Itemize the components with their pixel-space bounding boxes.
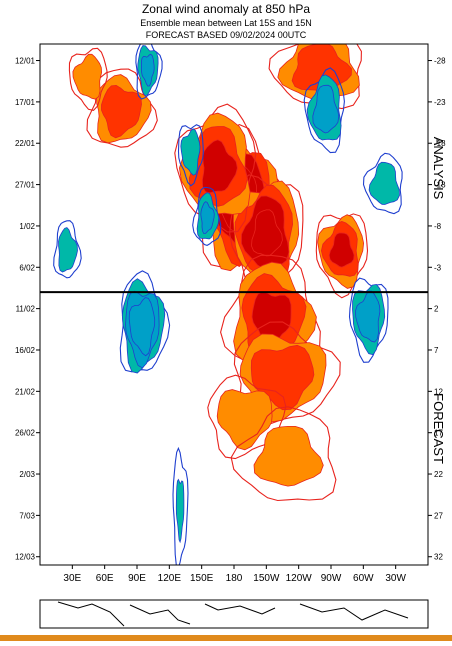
easterly-anomaly-contour [200,201,215,234]
x-tick-label: 60W [353,573,374,584]
chart-subtitle: Ensemble mean between Lat 15S and 15N [140,18,312,28]
easterly-anomaly-contour [192,186,222,246]
easterly-anomaly-contour [368,161,400,205]
westerly-anomaly-contour [253,426,324,487]
y-tick-label-right: 2 [434,305,439,314]
y-tick-label-left: 11/02 [16,305,36,314]
y-tick-label-right: -3 [434,263,442,272]
x-tick-label: 180 [226,573,243,584]
westerly-anomaly-contour [230,406,337,502]
chart-subtitle-2: FORECAST BASED 09/02/2024 00UTC [146,30,307,40]
easterly-anomaly-contour [312,84,340,134]
y-tick-label-left: 6/02 [19,263,35,272]
coastline-path [204,603,276,615]
chart-title: Zonal wind anomaly at 850 hPa [142,2,310,16]
westerly-anomaly-contour [207,374,287,460]
x-tick-label: 90E [128,573,146,584]
x-tick-label: 150E [190,573,214,584]
westerly-anomaly-contour [328,232,355,268]
forecast-side-label: FORECAST [431,393,446,464]
easterly-anomaly-contour [58,227,78,273]
easterly-anomaly-contour [135,44,163,100]
x-tick-label: 150W [253,573,280,584]
y-tick-label-left: 12/01 [15,57,36,66]
y-tick-label-left: 1/02 [19,222,35,231]
x-tick-label: 60E [96,573,114,584]
anomaly-field [53,44,403,565]
easterly-anomaly-contour [175,478,185,544]
y-tick-label-right: -28 [434,57,446,66]
y-tick-label-right: 12 [434,387,443,396]
easterly-anomaly-contour [128,297,156,357]
westerly-anomaly-contour [250,344,315,411]
easterly-anomaly-contour [53,220,82,279]
easterly-anomaly-contour [362,152,403,215]
westerly-anomaly-contour [268,44,362,110]
x-tick-label: 30W [385,573,406,584]
westerly-anomaly-contour [216,389,273,451]
coastline-path [299,603,409,621]
coastline-path [129,604,191,625]
easterly-anomaly-contour [141,53,155,87]
y-tick-label-left: 2/03 [19,470,35,479]
y-tick-label-right: 22 [434,470,443,479]
westerly-anomaly-contour [251,209,283,257]
y-tick-label-right: 32 [434,553,443,562]
y-tick-label-right: -23 [434,98,446,107]
y-tick-label-right: 27 [434,511,443,520]
y-tick-label-right: -13 [434,181,446,190]
y-tick-label-left: 27/01 [15,181,36,190]
easterly-anomaly-contour [180,128,201,176]
westerly-anomaly-contour [251,291,292,348]
y-tick-label-left: 12/03 [15,553,36,562]
y-tick-label-left: 17/01 [15,98,36,107]
westerly-anomaly-contour [174,103,257,233]
bottom-accent-bar [0,635,452,641]
coastline-map-frame [39,599,429,629]
y-tick-label-left: 22/01 [15,139,36,148]
analysis-side-label: ANALYSIS [431,137,446,200]
westerly-anomaly-contour [68,47,108,112]
x-tick-label: 30E [63,573,81,584]
y-tick-label-right: -8 [434,222,442,231]
easterly-anomaly-contour [303,67,345,154]
x-tick-label: 120W [286,573,313,584]
easterly-anomaly-contour [355,290,381,343]
y-tick-label-left: 26/02 [15,429,36,438]
y-tick-label-right: 17 [434,429,443,438]
y-tick-label-left: 21/02 [15,387,36,396]
y-tick-label-left: 7/03 [19,511,35,520]
y-tick-label-right: 7 [434,346,439,355]
easterly-anomaly-contour [172,446,189,565]
westerly-anomaly-contour [101,84,142,139]
westerly-anomaly-contour [72,53,103,100]
y-tick-label-left: 16/02 [15,346,36,355]
x-tick-label: 90W [321,573,342,584]
x-tick-label: 120E [158,573,182,584]
y-tick-label-right: -18 [434,139,446,148]
easterly-anomaly-contour [177,124,204,187]
coastline-path [57,601,125,627]
westerly-anomaly-contour [201,139,238,194]
westerly-anomaly-contour [233,321,341,427]
